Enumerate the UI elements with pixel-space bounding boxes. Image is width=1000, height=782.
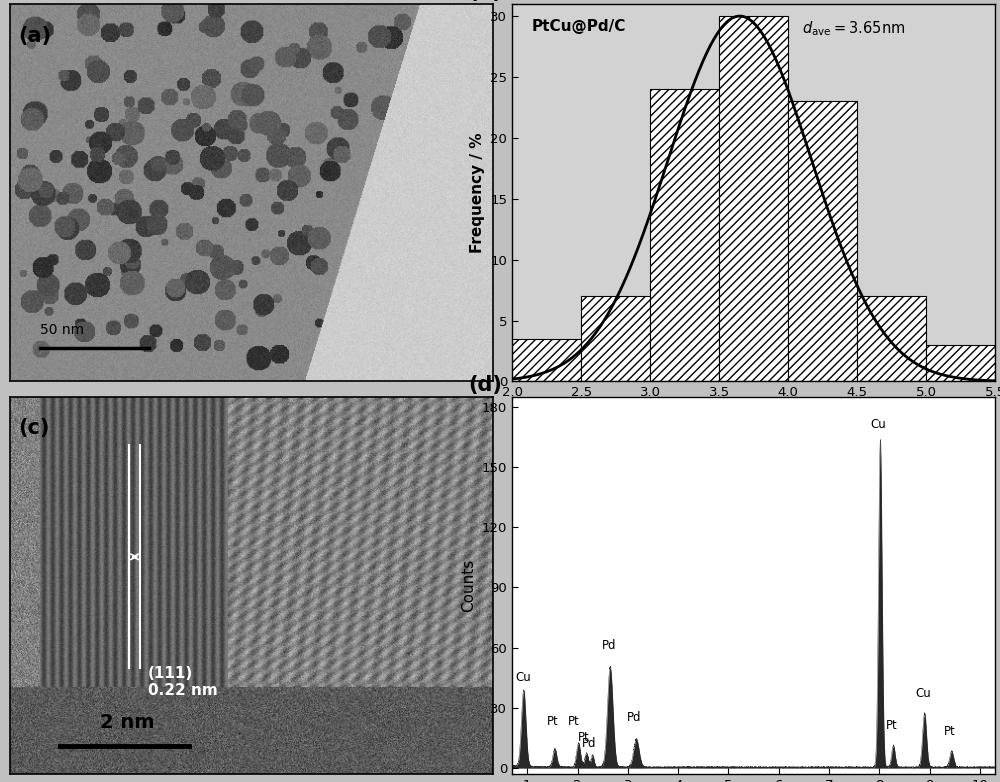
Text: (a): (a): [18, 26, 51, 46]
Text: Pd: Pd: [627, 711, 642, 724]
Text: 0.22 nm: 0.22 nm: [148, 683, 218, 698]
Text: $\it{d}$$_{\rm{ave}}$$\rm{=3.65nm}$: $\it{d}$$_{\rm{ave}}$$\rm{=3.65nm}$: [802, 19, 905, 38]
Bar: [512, 339, 581, 382]
Y-axis label: Frequency / %: Frequency / %: [470, 132, 485, 253]
Text: (d): (d): [469, 375, 503, 395]
Bar: [719, 16, 788, 382]
Text: (b): (b): [469, 0, 503, 2]
Text: Pt: Pt: [568, 715, 579, 728]
Bar: [581, 296, 650, 382]
Text: 2 nm: 2 nm: [100, 713, 154, 732]
Text: (c): (c): [18, 418, 50, 439]
Text: Cu: Cu: [516, 671, 532, 683]
Text: Pt: Pt: [578, 731, 589, 744]
Y-axis label: Counts: Counts: [461, 559, 476, 612]
Text: Pd: Pd: [582, 737, 597, 750]
Text: Cu: Cu: [870, 418, 886, 431]
Text: Cu: Cu: [916, 687, 931, 700]
Bar: [857, 296, 926, 382]
Text: 50 nm: 50 nm: [40, 323, 84, 337]
X-axis label: Particle Size / nm: Particle Size / nm: [679, 405, 828, 420]
Text: Pt: Pt: [944, 725, 956, 738]
Text: Pt: Pt: [886, 719, 897, 732]
Bar: [926, 345, 995, 382]
Text: PtCu@Pd/C: PtCu@Pd/C: [531, 19, 626, 34]
Text: Pd: Pd: [601, 639, 616, 651]
Bar: [650, 89, 719, 382]
Text: (111): (111): [148, 665, 193, 681]
Text: Pt: Pt: [547, 715, 558, 728]
Bar: [788, 102, 857, 382]
